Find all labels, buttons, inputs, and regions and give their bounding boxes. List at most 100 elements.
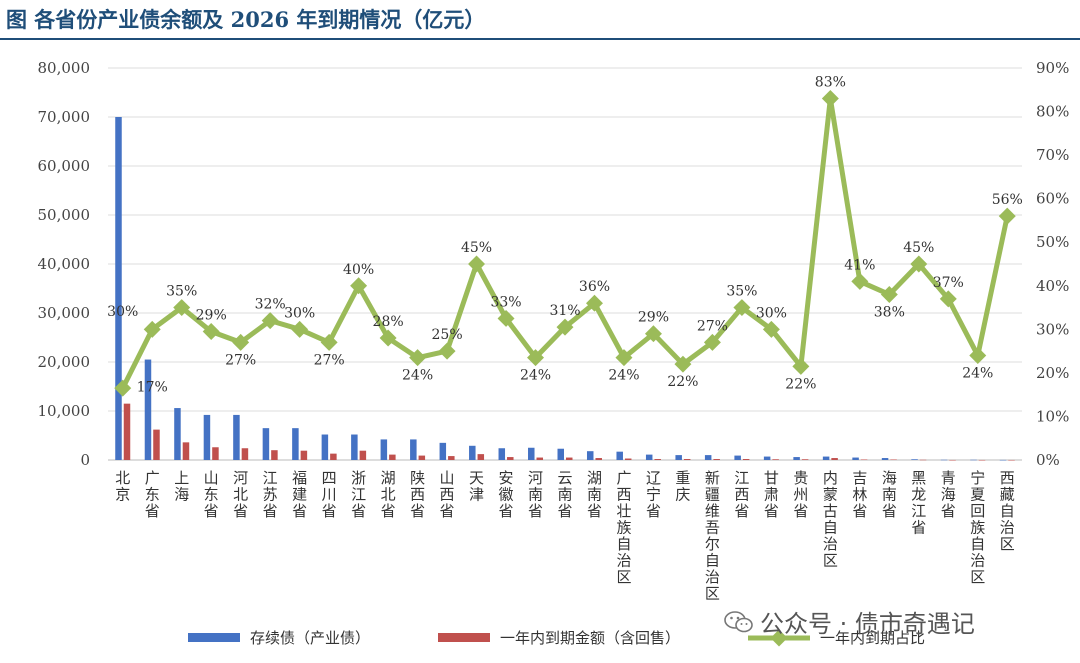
ratio-marker (261, 312, 279, 330)
bar-outstanding (940, 459, 948, 461)
bar-outstanding (793, 457, 800, 460)
category-label: 青海省 (941, 469, 956, 520)
left-tick-label: 0 (80, 451, 90, 469)
bar-outstanding (999, 459, 1007, 461)
category-label: 黑龙江省 (911, 469, 926, 537)
bar-outstanding (144, 359, 152, 460)
left-tick-label: 10,000 (38, 402, 91, 420)
ratio-marker (143, 320, 161, 338)
ratio-marker (409, 349, 427, 367)
category-label: 四川省 (322, 469, 337, 520)
category-label: 西藏自治区 (1000, 469, 1015, 553)
bar-outstanding (203, 414, 211, 460)
ratio-data-label: 31% (549, 303, 580, 319)
ratio-marker (379, 329, 397, 347)
ratio-data-label: 24% (962, 365, 993, 381)
bar-outstanding (321, 434, 329, 460)
category-label: 江西省 (734, 469, 749, 520)
bar-due (359, 450, 367, 460)
category-label: 安徽省 (499, 469, 514, 520)
category-label: 海南省 (882, 469, 897, 520)
bar-outstanding (528, 447, 535, 460)
ratio-marker (851, 272, 869, 290)
category-label: 内蒙古自治区 (823, 469, 838, 570)
legend-swatch (438, 633, 490, 642)
legend: 存续债（产业债） 一年内到期金额（含回售） 一年内到期占比 (188, 629, 925, 647)
bar-due (624, 458, 632, 460)
category-label: 北京 (115, 469, 130, 504)
bar-due (831, 458, 838, 460)
bar-outstanding (262, 428, 270, 460)
bar-due (919, 459, 927, 461)
bar-outstanding (115, 117, 122, 460)
bar-due (212, 447, 219, 460)
ratio-data-label: 33% (490, 294, 521, 310)
legend-marker (770, 629, 788, 647)
ratio-marker (468, 255, 486, 273)
bar-due (418, 455, 426, 460)
ratio-marker (527, 349, 545, 367)
left-tick-label: 20,000 (38, 353, 91, 371)
left-tick-label: 50,000 (38, 206, 91, 224)
bar-outstanding (174, 408, 181, 460)
right-tick-label: 40% (1036, 277, 1069, 295)
bar-due (271, 450, 278, 460)
bar-outstanding (852, 457, 859, 460)
ratio-data-label: 45% (461, 240, 492, 256)
category-label: 天津 (469, 469, 484, 504)
ratio-data-label: 25% (432, 327, 463, 343)
left-tick-label: 30,000 (38, 304, 91, 322)
ratio-data-label: 37% (933, 275, 964, 291)
ratio-marker (350, 277, 368, 295)
category-label: 宁夏回族自治区 (970, 469, 985, 586)
ratio-data-label: 22% (667, 374, 698, 390)
bar-outstanding (911, 459, 918, 460)
bar-due (1008, 459, 1015, 461)
ratio-data-label: 17% (137, 379, 168, 395)
ratio-marker (733, 299, 751, 317)
right-tick-label: 10% (1036, 407, 1069, 425)
ratio-marker (821, 90, 839, 107)
bar-due (801, 459, 809, 460)
right-tick-label: 0% (1036, 451, 1060, 469)
category-label: 河北省 (233, 469, 248, 520)
ratio-data-labels: 30%17%35%29%27%32%30%27%40%28%24%25%45%3… (107, 74, 1023, 395)
ratio-line (114, 90, 1016, 397)
right-tick-label: 80% (1036, 103, 1069, 121)
bar-outstanding (233, 414, 240, 460)
legend-swatch (188, 633, 240, 642)
ratio-marker (173, 299, 191, 317)
category-label: 浙江省 (351, 469, 366, 520)
ratio-data-label: 83% (815, 74, 846, 90)
ratio-data-label: 35% (726, 284, 757, 300)
bar-outstanding (292, 428, 299, 460)
bar-outstanding (763, 456, 771, 460)
ratio-data-label: 32% (255, 297, 286, 313)
ratio-marker (674, 355, 692, 373)
ratio-data-label: 22% (785, 376, 816, 392)
category-label: 云南省 (557, 469, 572, 520)
right-tick-label: 70% (1036, 146, 1069, 164)
category-label: 辽宁省 (646, 469, 661, 520)
category-label: 贵州省 (793, 469, 808, 520)
right-axis-ticks: 0% 10% 20% 30% 40% 50% 60% 70% 80% 90% (1036, 59, 1069, 469)
ratio-data-label: 36% (579, 279, 610, 295)
chart-title: 图 各省份产业债余额及 2026 年到期情况（亿元） (6, 7, 486, 32)
bar-due (742, 459, 750, 460)
ratio-data-label: 35% (166, 284, 197, 300)
right-tick-label: 90% (1036, 59, 1069, 77)
ratio-marker (232, 333, 250, 351)
bar-outstanding (351, 434, 358, 460)
bar-outstanding (734, 455, 741, 460)
bar-due (772, 459, 779, 460)
category-label: 山西省 (440, 469, 455, 520)
bar-due (860, 459, 868, 461)
category-label: 广西壮族自治区 (616, 469, 631, 586)
left-tick-label: 60,000 (38, 157, 91, 175)
category-label: 湖南省 (587, 469, 602, 520)
bar-outstanding (881, 458, 889, 460)
right-tick-label: 60% (1036, 190, 1069, 208)
ratio-data-label: 27% (697, 318, 728, 334)
bar-due (683, 459, 691, 460)
bar-outstanding (498, 448, 506, 460)
